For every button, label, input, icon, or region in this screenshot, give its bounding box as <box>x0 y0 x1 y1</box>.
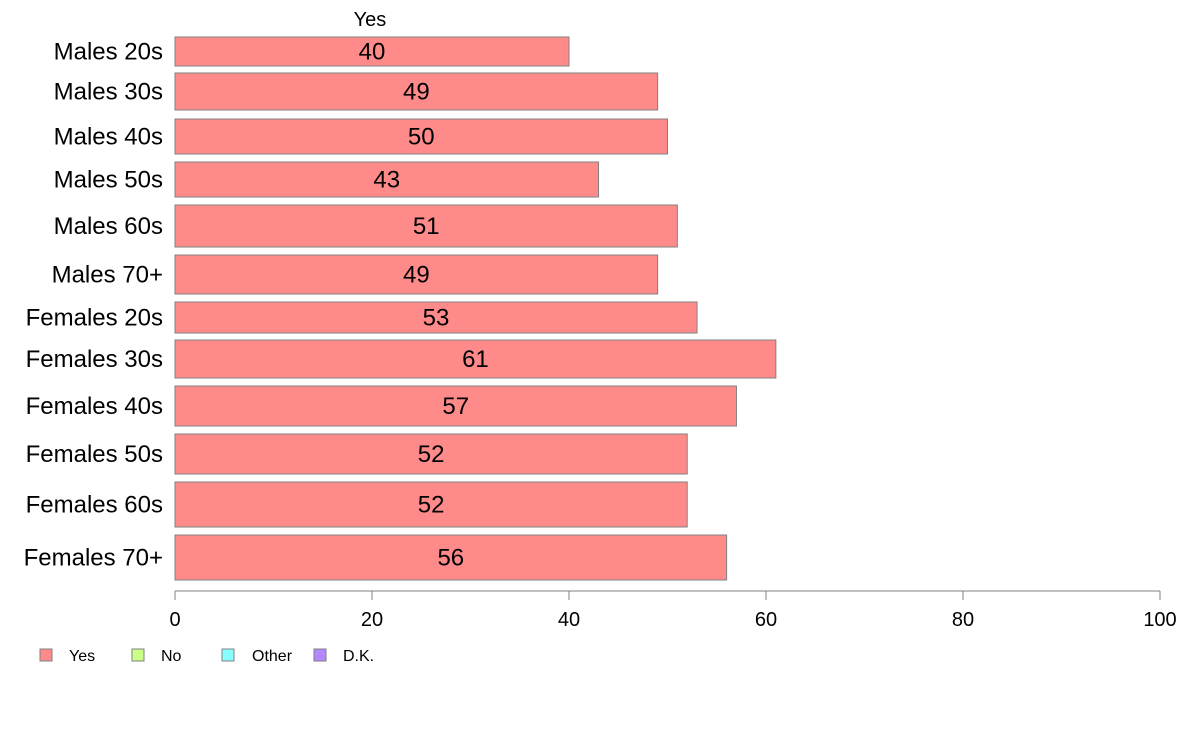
bar <box>174 118 668 155</box>
value-label: 53 <box>423 305 450 332</box>
category-label: Males 30s <box>54 79 163 106</box>
bar <box>174 534 728 581</box>
legend-label: D.K. <box>343 648 374 665</box>
value-label: 51 <box>413 213 440 240</box>
value-label: 52 <box>418 441 445 468</box>
value-label: 43 <box>373 167 400 194</box>
value-label: 49 <box>403 262 430 289</box>
legend: Yes No Other D.K. <box>39 648 374 665</box>
value-label: 49 <box>403 79 430 106</box>
bar <box>174 254 659 295</box>
category-label: Females 30s <box>26 346 163 373</box>
value-label: 50 <box>408 124 435 151</box>
category-label: Females 60s <box>26 492 163 519</box>
category-label: Females 20s <box>26 305 163 332</box>
bar <box>174 301 698 334</box>
value-labels: 40 49 50 43 51 49 53 61 57 52 52 56 <box>359 39 489 572</box>
x-tick-label: 80 <box>952 609 974 631</box>
legend-swatch <box>39 648 53 662</box>
legend-label: Yes <box>69 648 95 665</box>
legend-swatch <box>313 648 327 662</box>
legend-swatch <box>221 648 235 662</box>
bar <box>174 161 600 198</box>
x-tick-label: 40 <box>558 609 580 631</box>
bar <box>174 72 659 111</box>
category-label: Males 40s <box>54 124 163 151</box>
bar <box>174 339 777 379</box>
category-label: Males 20s <box>54 39 163 66</box>
category-label: Females 40s <box>26 393 163 420</box>
column-title: Yes <box>354 9 387 31</box>
legend-label: Other <box>252 648 293 665</box>
category-label: Males 70+ <box>52 262 163 289</box>
category-label: Males 60s <box>54 213 163 240</box>
value-label: 57 <box>442 393 469 420</box>
bar <box>174 204 678 248</box>
bars-group <box>174 36 777 581</box>
category-label: Females 50s <box>26 441 163 468</box>
category-label: Females 70+ <box>24 545 163 572</box>
x-tick-label: 100 <box>1143 609 1176 631</box>
x-axis: 0 20 40 60 80 100 <box>169 590 1177 631</box>
x-tick-label: 60 <box>755 609 777 631</box>
bar <box>174 481 688 528</box>
legend-label: No <box>161 648 182 665</box>
value-label: 56 <box>437 545 464 572</box>
x-tick-label: 20 <box>361 609 383 631</box>
value-label: 40 <box>359 39 386 66</box>
legend-swatch <box>131 648 145 662</box>
value-label: 52 <box>418 492 445 519</box>
x-tick-label: 0 <box>169 609 180 631</box>
category-labels: Males 20s Males 30s Males 40s Males 50s Male… <box>24 39 163 572</box>
bar <box>174 385 737 427</box>
category-label: Males 50s <box>54 167 163 194</box>
bar <box>174 36 570 67</box>
bar <box>174 433 688 475</box>
value-label: 61 <box>462 346 489 373</box>
